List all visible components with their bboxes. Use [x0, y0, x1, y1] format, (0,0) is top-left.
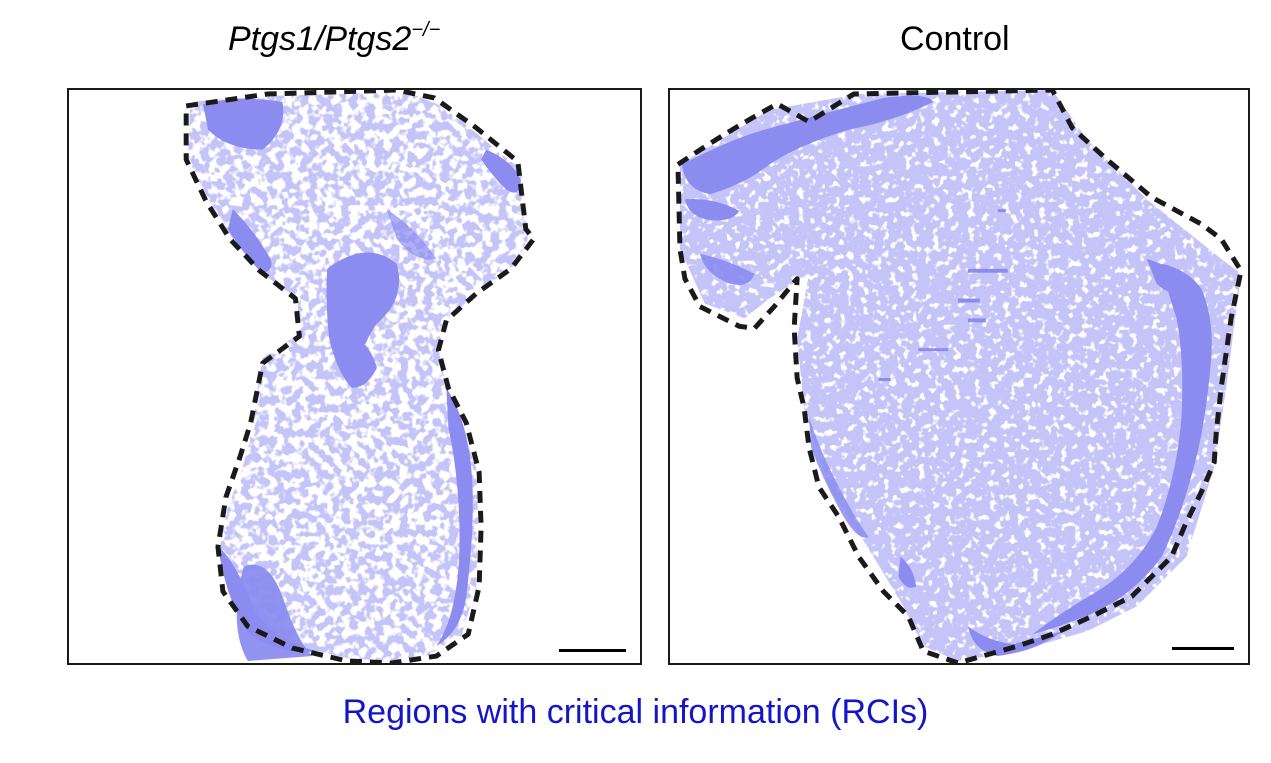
right-tissue-speckle	[679, 90, 1242, 662]
right-image-panel	[668, 88, 1250, 665]
genotype-superscript: −/−	[411, 18, 441, 41]
left-dense-regions	[203, 98, 521, 662]
right-dense-regions	[681, 95, 1212, 657]
figure-caption: Regions with critical information (RCIs)	[342, 693, 929, 731]
left-panel-title: Ptgs1/Ptgs2−/−	[228, 18, 441, 59]
left-image-panel	[67, 88, 642, 665]
left-scale-bar	[559, 649, 626, 652]
right-panel-title: Control	[900, 20, 1010, 58]
left-rci-outline	[183, 90, 537, 663]
genotype-label: Ptgs1/Ptgs2	[228, 20, 412, 58]
right-scale-bar	[1172, 647, 1234, 650]
left-tissue-map	[183, 90, 537, 663]
right-tissue-map	[675, 90, 1244, 663]
right-rci-outline	[675, 90, 1244, 663]
